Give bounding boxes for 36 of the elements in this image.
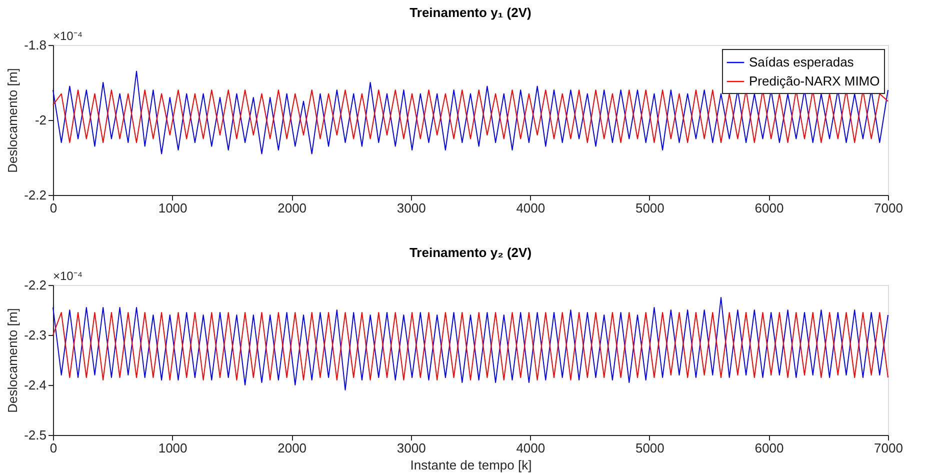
- line-series: [52, 297, 888, 390]
- x-tick-label: 4000: [516, 440, 546, 456]
- y-tick-label: -2.2: [24, 278, 46, 292]
- line-series: [52, 312, 888, 380]
- text: ×10⁻⁴: [53, 29, 83, 43]
- y-tick-label: -2.5: [24, 428, 46, 442]
- x-tick-label: 0: [50, 200, 58, 216]
- legend-label: Predição-NARX MIMO: [749, 74, 880, 88]
- x-tick-label: 5000: [635, 200, 664, 216]
- x-tick-label: 2000: [278, 440, 307, 456]
- x-axis-title: Instante de tempo [k]: [410, 458, 532, 472]
- line-series: [52, 90, 888, 143]
- x-tick-label: 0: [50, 440, 58, 456]
- chart-title: Treinamento y₂ (2V): [409, 245, 532, 260]
- y-axis-title: Deslocamento [m]: [5, 68, 20, 173]
- text: ×10⁻⁴: [53, 269, 83, 283]
- x-tick-label: 6000: [754, 440, 784, 456]
- chart-title: Treinamento y₁ (2V): [410, 5, 532, 20]
- y-tick-label: -2.2: [24, 188, 46, 202]
- y-tick-label: -2.3: [24, 328, 46, 342]
- x-tick-label: 2000: [278, 200, 307, 216]
- y-tick-label: -2.4: [24, 378, 46, 392]
- x-tick-label: 6000: [754, 200, 784, 216]
- x-tick-label: 3000: [396, 440, 426, 456]
- y-axis-title: Deslocamento [m]: [5, 308, 20, 413]
- x-tick-label: 5000: [635, 440, 664, 456]
- x-tick-label: 1000: [158, 440, 188, 456]
- y-tick-label: -1.8: [24, 38, 46, 52]
- x-tick-label: 7000: [874, 200, 903, 216]
- line-series: [52, 70, 888, 154]
- y-tick-label: -2: [34, 112, 46, 128]
- x-tick-label: 7000: [874, 440, 903, 456]
- x-tick-label: 1000: [158, 200, 188, 216]
- x-tick-label: 3000: [396, 200, 426, 216]
- legend-label: Saídas esperadas: [749, 54, 854, 70]
- x-tick-label: 4000: [516, 200, 546, 216]
